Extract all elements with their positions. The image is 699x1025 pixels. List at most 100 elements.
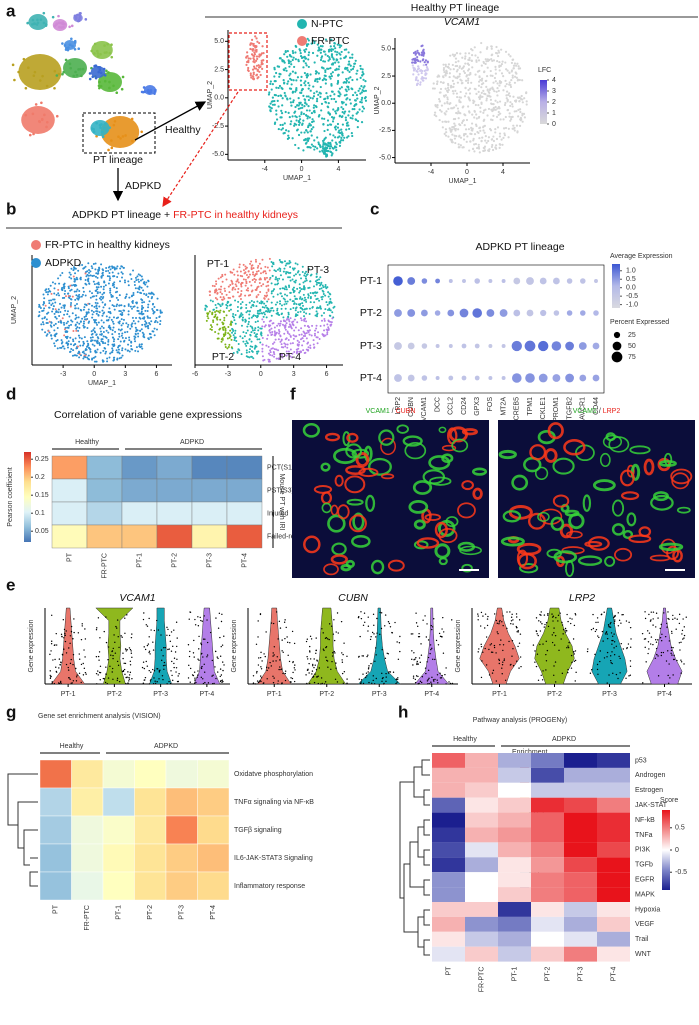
x-tick-label: PT-1 — [267, 691, 282, 698]
cell-point — [102, 342, 104, 344]
cell-point — [237, 301, 239, 303]
jitter-point — [194, 679, 195, 680]
cell-point — [225, 329, 227, 331]
heatmap-cell — [564, 872, 597, 887]
cell-point — [285, 338, 287, 340]
cell-point — [466, 135, 468, 137]
jitter-point — [276, 611, 277, 612]
cell-point — [362, 89, 364, 91]
cell-point — [146, 286, 148, 288]
cell-point — [268, 93, 270, 95]
cell-point — [442, 126, 444, 128]
cell-point — [293, 338, 295, 340]
legend-label: FR-PTC — [311, 35, 350, 47]
cell-point — [285, 129, 287, 131]
cell-point — [57, 311, 59, 313]
cluster-point — [53, 87, 56, 90]
cell-point — [302, 349, 304, 351]
jitter-point — [437, 679, 438, 680]
cell-point — [131, 301, 133, 303]
dot — [475, 344, 480, 349]
cell-point — [463, 133, 465, 135]
heatmap-cell — [52, 525, 87, 548]
cell-point — [269, 278, 271, 280]
cell-point — [86, 274, 88, 276]
cell-point — [137, 350, 139, 352]
jitter-point — [286, 636, 287, 637]
jitter-point — [360, 683, 361, 684]
cell-point — [470, 127, 472, 129]
cell-point — [330, 73, 332, 75]
cell-point — [275, 276, 277, 278]
cell-point — [68, 286, 70, 288]
jitter-point — [71, 659, 72, 660]
cell-point — [305, 130, 307, 132]
jitter-point — [502, 673, 503, 674]
cell-point — [139, 343, 141, 345]
cell-point — [323, 130, 325, 132]
jitter-point — [124, 663, 125, 664]
cell-point — [361, 91, 363, 93]
cell-point — [487, 140, 489, 142]
cell-point — [63, 286, 65, 288]
jitter-point — [385, 614, 386, 615]
cell-point — [492, 149, 494, 151]
jitter-point — [310, 658, 311, 659]
heatmap-cell — [72, 788, 104, 816]
cell-point — [218, 288, 220, 290]
cell-point — [50, 326, 52, 328]
cell-point — [348, 128, 350, 130]
cell-point — [230, 280, 232, 282]
cell-point — [298, 134, 300, 136]
jitter-point — [85, 638, 86, 639]
cell-point — [483, 71, 485, 73]
cell-point — [72, 349, 74, 351]
dendrogram — [424, 790, 430, 805]
cell-point — [271, 282, 273, 284]
cell-point — [491, 144, 493, 146]
cell-point — [98, 305, 100, 307]
jitter-point — [149, 670, 150, 671]
cell-point — [449, 55, 451, 57]
cell-point — [490, 99, 492, 101]
size-key-label: 75 — [628, 354, 636, 361]
cell-point — [506, 83, 508, 85]
cell-point — [330, 83, 332, 85]
heatmap-cell — [498, 872, 531, 887]
jitter-point — [197, 670, 198, 671]
jitter-point — [73, 632, 74, 633]
cell-point — [481, 92, 483, 94]
cell-point — [253, 45, 255, 47]
heatmap-cell — [465, 813, 498, 828]
cell-point — [85, 284, 87, 286]
cell-point — [330, 151, 332, 153]
cell-point — [53, 329, 55, 331]
cell-point — [229, 337, 231, 339]
x-tick-label: PT-4 — [199, 691, 214, 698]
cell-point — [479, 51, 481, 53]
cell-point — [479, 130, 481, 132]
cell-point — [485, 60, 487, 62]
cell-point — [338, 52, 340, 54]
heatmap-cell — [166, 760, 198, 788]
cell-point — [246, 51, 248, 53]
cell-point — [137, 333, 139, 335]
cell-point — [69, 290, 71, 292]
cell-point — [287, 343, 289, 345]
cell-point — [325, 150, 327, 152]
row-label: PT-1 — [360, 275, 382, 287]
jitter-point — [334, 652, 335, 653]
heatmap-cell — [465, 753, 498, 768]
cell-point — [316, 325, 318, 327]
cell-point — [425, 73, 427, 75]
jitter-point — [379, 634, 380, 635]
cell-point — [254, 274, 256, 276]
cell-point — [278, 76, 280, 78]
cell-point — [94, 320, 96, 322]
cell-point — [219, 319, 221, 321]
jitter-point — [385, 673, 386, 674]
cell-point — [250, 42, 252, 44]
cell-point — [485, 86, 487, 88]
cell-point — [130, 345, 132, 347]
cell-point — [445, 64, 447, 66]
